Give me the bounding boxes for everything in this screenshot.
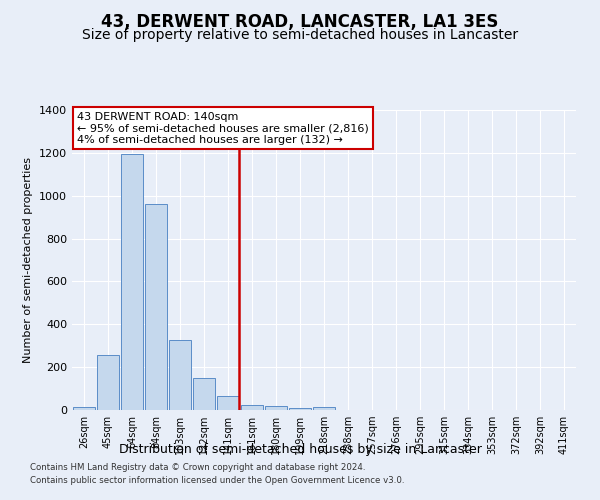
Y-axis label: Number of semi-detached properties: Number of semi-detached properties xyxy=(23,157,34,363)
Bar xyxy=(169,340,191,410)
Bar xyxy=(73,407,95,410)
Bar xyxy=(241,404,263,410)
Bar xyxy=(193,378,215,410)
Text: Size of property relative to semi-detached houses in Lancaster: Size of property relative to semi-detach… xyxy=(82,28,518,42)
Bar xyxy=(97,356,119,410)
Bar xyxy=(217,396,239,410)
Text: Contains public sector information licensed under the Open Government Licence v3: Contains public sector information licen… xyxy=(30,476,404,485)
Bar xyxy=(313,407,335,410)
Bar xyxy=(145,204,167,410)
Text: Distribution of semi-detached houses by size in Lancaster: Distribution of semi-detached houses by … xyxy=(119,442,481,456)
Text: 43 DERWENT ROAD: 140sqm
← 95% of semi-detached houses are smaller (2,816)
4% of : 43 DERWENT ROAD: 140sqm ← 95% of semi-de… xyxy=(77,112,369,144)
Bar xyxy=(289,408,311,410)
Text: Contains HM Land Registry data © Crown copyright and database right 2024.: Contains HM Land Registry data © Crown c… xyxy=(30,464,365,472)
Bar xyxy=(121,154,143,410)
Text: 43, DERWENT ROAD, LANCASTER, LA1 3ES: 43, DERWENT ROAD, LANCASTER, LA1 3ES xyxy=(101,12,499,30)
Bar xyxy=(265,406,287,410)
